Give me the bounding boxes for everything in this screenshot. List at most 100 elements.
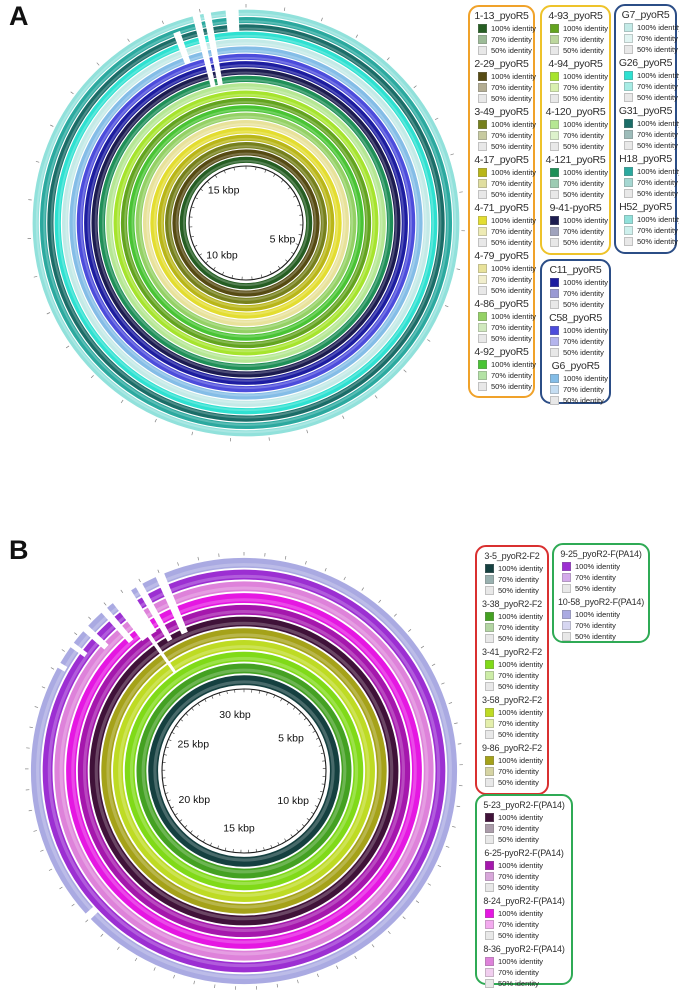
alignment-gap-wedge xyxy=(225,6,240,32)
identity-color-swatch xyxy=(485,623,494,632)
identity-label: 70% identity xyxy=(498,767,539,776)
legend-identity-row: 70% identity xyxy=(618,81,678,92)
legend-identity-row: 70% identity xyxy=(472,370,532,381)
legend-entry-title: 4-121_pyoR5 xyxy=(545,154,606,166)
identity-label: 100% identity xyxy=(637,23,679,32)
legend-entry-title: 4-71_pyoR5 xyxy=(474,202,529,214)
identity-color-swatch xyxy=(478,46,487,55)
identity-label: 50% identity xyxy=(491,382,532,391)
legend-entry-title: 4-93_pyoR5 xyxy=(548,10,603,22)
legend-identity-row: 50% identity xyxy=(544,347,607,358)
legend-entry-title: G31_pyoR5 xyxy=(618,105,673,117)
identity-label: 70% identity xyxy=(575,573,616,582)
identity-label: 100% identity xyxy=(637,215,679,224)
inner-scale-tick xyxy=(196,835,199,838)
outer-scale-tick xyxy=(120,589,124,593)
ring-gloss xyxy=(109,86,383,360)
legend-entry: 9-25_pyoR2-F(PA14) 100% identity 70% ident… xyxy=(556,548,646,594)
legend-identity-row: 50% identity xyxy=(479,681,545,692)
identity-label: 70% identity xyxy=(637,130,678,139)
identity-label: 70% identity xyxy=(563,289,604,298)
inner-scale-tick xyxy=(200,188,204,192)
identity-label: 50% identity xyxy=(563,396,604,405)
inner-scale-tick xyxy=(185,713,189,716)
legend-identity-row: 50% identity xyxy=(618,188,678,199)
inner-scale-tick xyxy=(258,690,260,694)
legend-identity-row: 70% identity xyxy=(479,871,569,882)
inner-scale-tick xyxy=(314,805,318,808)
identity-color-swatch xyxy=(562,610,571,619)
outer-scale-tick xyxy=(276,983,278,988)
legend-identity-row: 70% identity xyxy=(544,226,607,237)
inner-scale-tick xyxy=(203,839,206,843)
legend-entry: 4-120_pyoR5 100% identity 70% identity 50% … xyxy=(544,106,608,152)
outer-scale-tick xyxy=(336,965,339,969)
legend-entry: H52_pyoR5 100% identity 70% identity 50% id… xyxy=(618,201,679,247)
outer-scale-tick xyxy=(444,305,449,308)
identity-label: 50% identity xyxy=(563,300,604,309)
legend-entry: 4-17_pyoR5 100% identity 70% identity 50% i… xyxy=(472,154,536,200)
outer-scale-tick xyxy=(214,984,216,989)
identity-color-swatch xyxy=(478,286,487,295)
identity-label: 70% identity xyxy=(498,920,539,929)
legend-entry-title: 4-86_pyoR5 xyxy=(474,298,529,310)
ring-gloss xyxy=(50,27,442,419)
legend-identity-row: 70% identity xyxy=(544,82,607,93)
identity-color-swatch xyxy=(624,215,633,224)
panel-b-ring-chart: 5 kbp 10 kbp 15 kbp 20 kbp 25 kbp 30 kbp xyxy=(25,552,463,990)
identity-label: 50% identity xyxy=(491,94,532,103)
legend-entry-title: 4-94_pyoR5 xyxy=(548,58,603,70)
ring-gloss xyxy=(160,137,332,309)
identity-color-swatch xyxy=(485,957,494,966)
identity-label: 50% identity xyxy=(491,238,532,247)
legend-identity-row: 100% identity xyxy=(472,311,536,322)
identity-label: 100% identity xyxy=(498,909,544,918)
legend-entry-title: 1-13_pyoR5 xyxy=(474,10,529,22)
legend-entry-title: 9-41-pyoR5 xyxy=(549,202,602,214)
identity-label: 100% identity xyxy=(575,562,621,571)
inner-scale-tick xyxy=(233,167,235,171)
genome-ring-G7_pyoR5 xyxy=(62,39,430,407)
alignment-gap-wedge xyxy=(116,590,177,674)
legend-identity-row: 70% identity xyxy=(618,225,678,236)
legend-identity-row: 50% identity xyxy=(618,92,678,103)
legend-entry-title: 9-25_pyoR2-F(PA14) xyxy=(560,549,642,559)
legend-box-a-blue-lower: C11_pyoR5 100% identity 70% identity 50% id… xyxy=(540,259,611,405)
identity-label: 50% identity xyxy=(637,45,678,54)
outer-scale-tick xyxy=(448,702,453,704)
identity-color-swatch xyxy=(550,190,559,199)
inner-scale-tick xyxy=(298,712,302,715)
genome-ring-5-23_pyoR2-F(PA14) xyxy=(89,616,399,926)
identity-color-swatch xyxy=(478,83,487,92)
ring-gloss xyxy=(43,20,449,426)
kbp-scale-label: 20 kbp xyxy=(179,794,211,806)
identity-label: 70% identity xyxy=(637,226,678,235)
inner-scale-tick xyxy=(199,253,202,256)
identity-label: 100% identity xyxy=(637,71,679,80)
outer-scale-tick xyxy=(161,20,164,25)
identity-label: 50% identity xyxy=(637,189,678,198)
identity-label: 50% identity xyxy=(498,730,539,739)
inner-scale-tick xyxy=(195,197,199,200)
genome-ring-10-58_pyoR2-F(PA14) xyxy=(30,557,458,985)
legend-identity-row: 70% identity xyxy=(544,288,607,299)
inner-scale-tick xyxy=(292,707,296,710)
identity-color-swatch xyxy=(624,178,633,187)
legend-identity-row: 70% identity xyxy=(556,620,646,631)
outer-scale-tick xyxy=(342,415,345,419)
genome-ring-G6_pyoR5 xyxy=(69,46,423,400)
inner-scale-tick xyxy=(291,251,294,254)
identity-label: 50% identity xyxy=(491,286,532,295)
identity-label: 70% identity xyxy=(491,131,532,140)
genome-ring-4-79_pyoR5 xyxy=(142,119,350,327)
alignment-gap-wedge xyxy=(202,8,223,86)
legend-box-b-green-right: 9-25_pyoR2-F(PA14) 100% identity 70% ident… xyxy=(552,543,650,643)
legend-identity-row: 50% identity xyxy=(556,631,646,642)
identity-label: 70% identity xyxy=(637,178,678,187)
legend-identity-row: 50% identity xyxy=(479,930,569,941)
outer-scale-tick xyxy=(50,667,55,670)
inner-scale-circle xyxy=(161,688,327,854)
identity-label: 70% identity xyxy=(563,337,604,346)
identity-label: 70% identity xyxy=(498,575,539,584)
inner-scale-tick xyxy=(263,847,265,851)
